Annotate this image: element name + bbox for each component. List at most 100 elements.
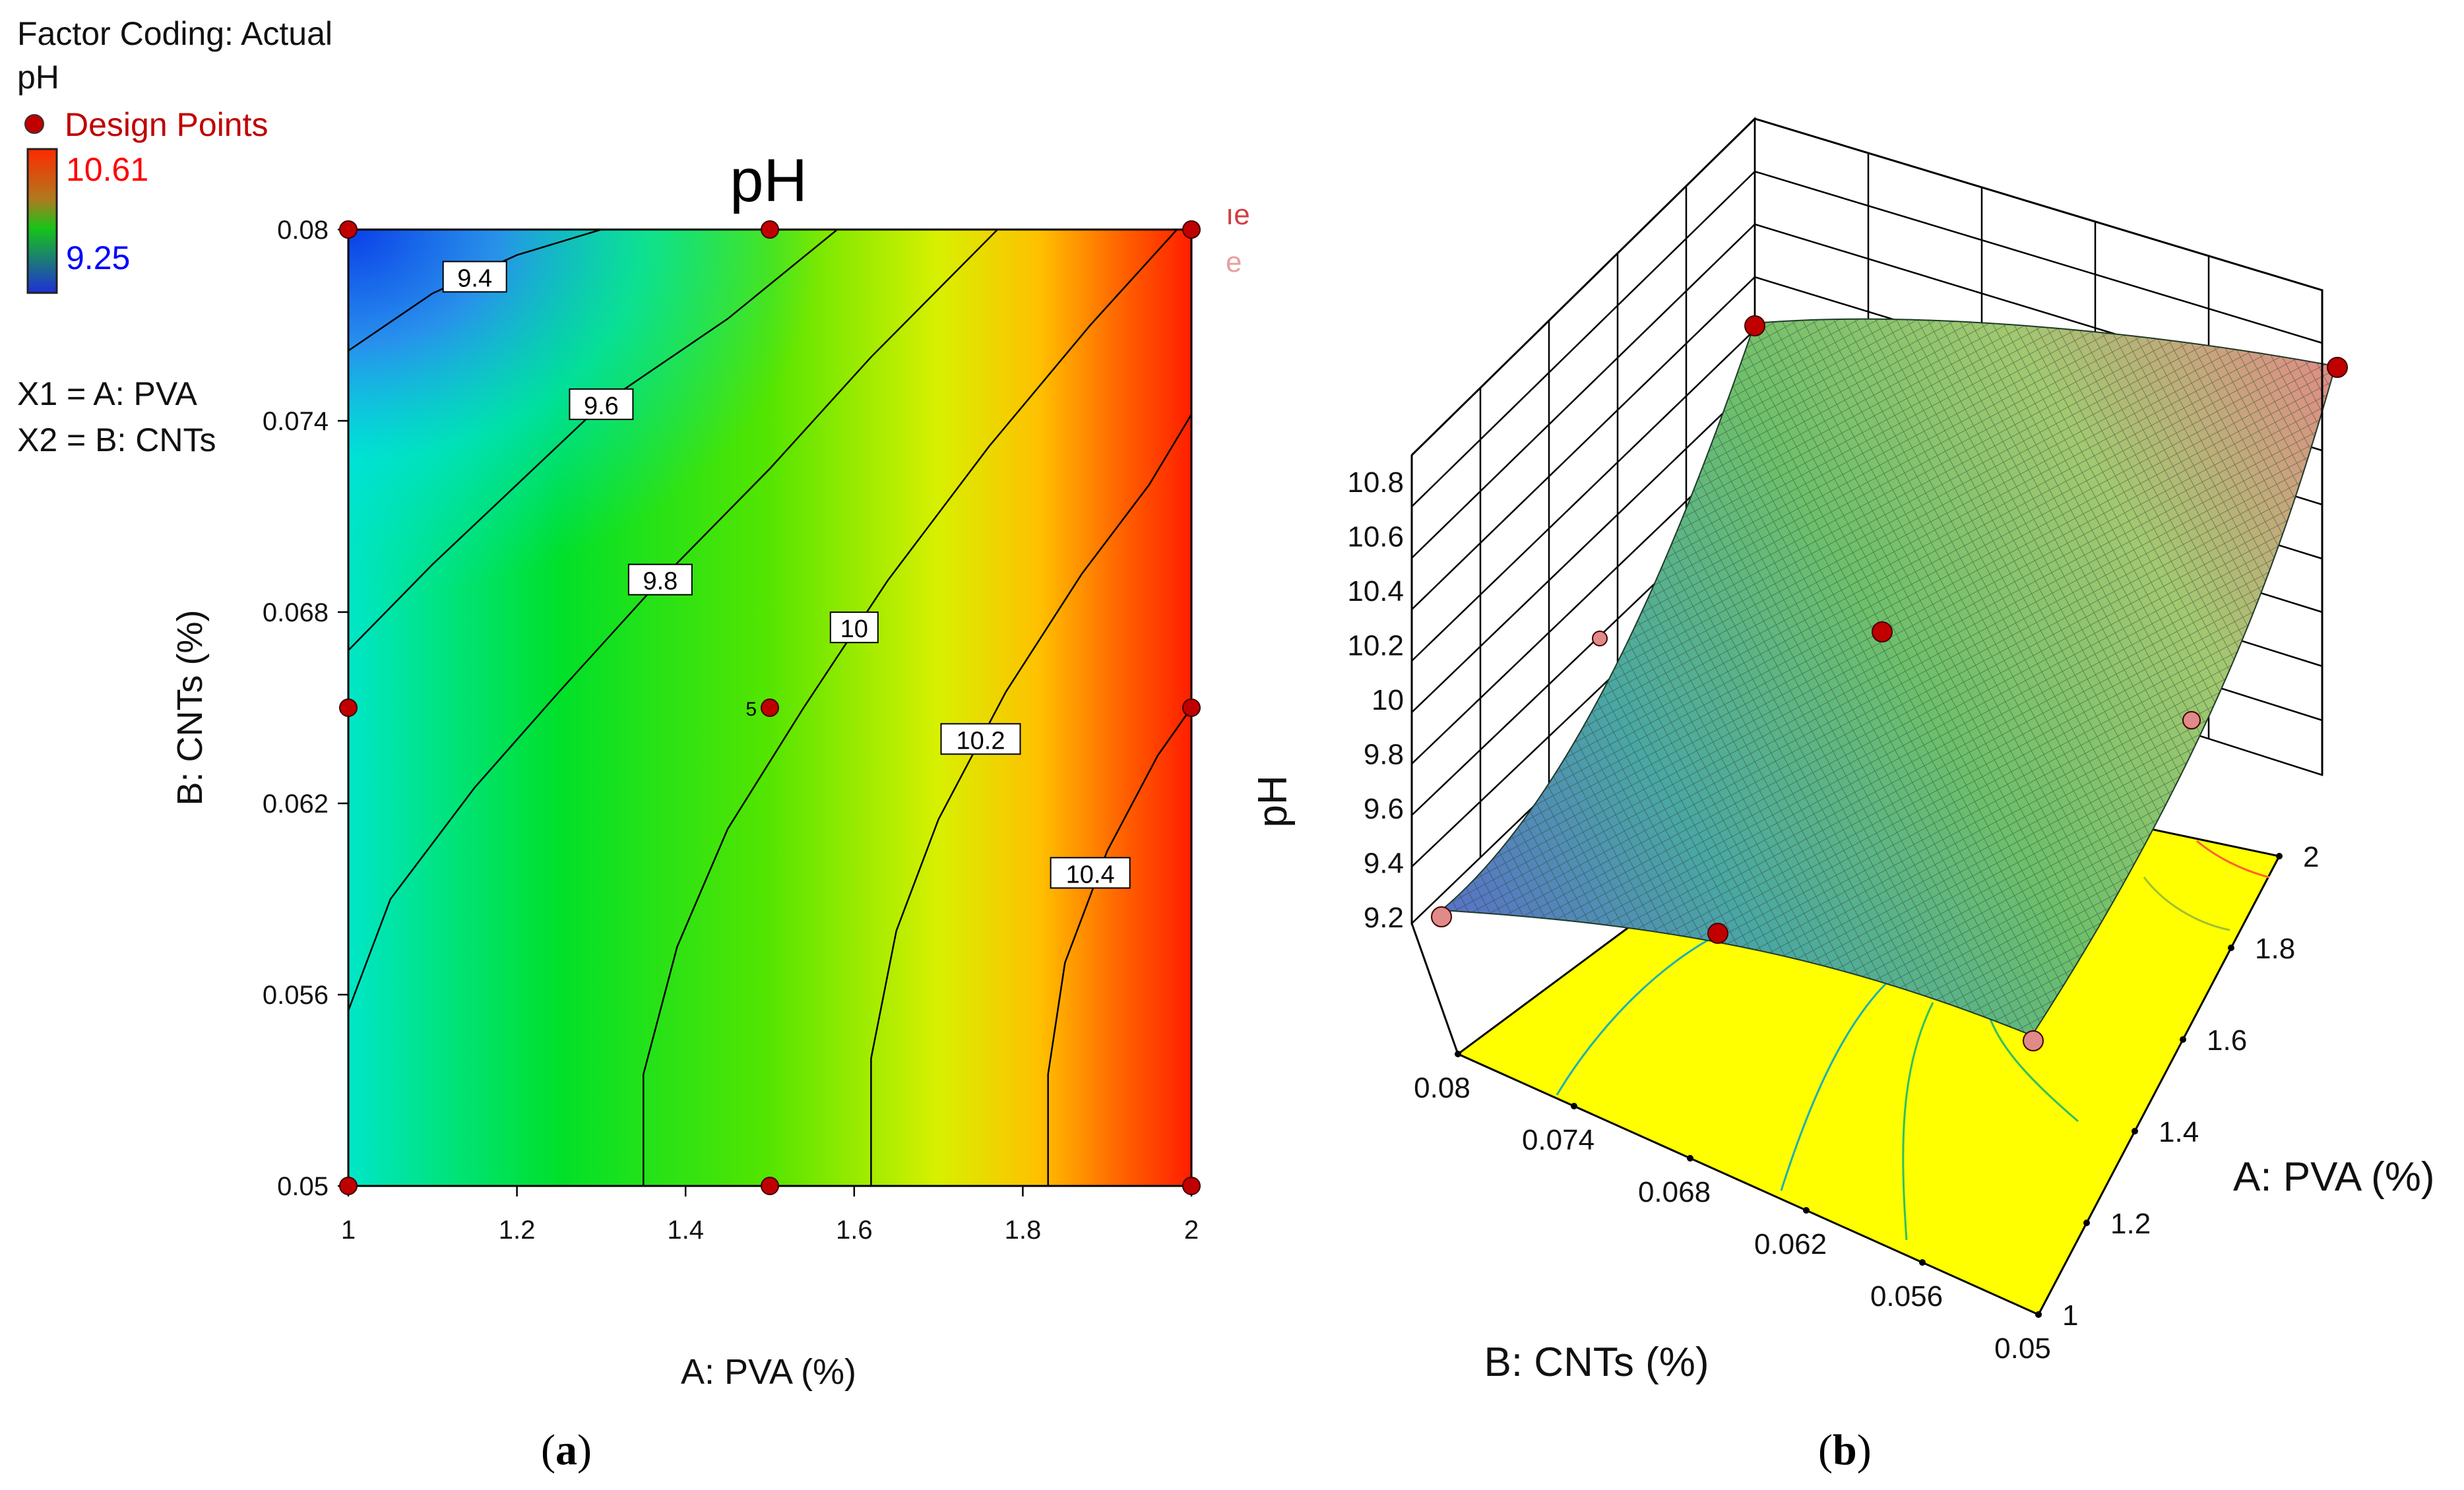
legend: Factor Coding: Actual pH Design Points 1… [17, 15, 332, 458]
contour-level-label: 10.4 [1066, 861, 1115, 888]
x2-definition: X2 = B: CNTs [17, 421, 216, 458]
contour-line [1047, 707, 1191, 1186]
z-tick-label: 9.6 [1364, 793, 1404, 825]
b-tick-label: 0.068 [1638, 1176, 1711, 1208]
contour-line [348, 230, 838, 651]
contour-y-axis: 0.05 0.056 0.062 0.068 0.074 0.08 [263, 216, 348, 1201]
contour-level-label: 10.2 [957, 727, 1005, 755]
x-tick-label: 1 [341, 1216, 356, 1245]
contour-label-box [829, 611, 879, 644]
surface-design-point [1744, 315, 1765, 336]
clipped-legend-text-2: e [1226, 246, 1242, 278]
b-tick-mark [1687, 1155, 1693, 1162]
design-points-label: Design Points [65, 106, 269, 143]
a-tick-mark [2276, 853, 2283, 859]
contour-chart: pH ıe e 9.4 9.6 9.8 10 10.2 10.4 1 1.2 1.4 1.6 1.… [170, 147, 1250, 1392]
z-tick-label: 9.8 [1364, 739, 1404, 771]
contour-level-label: 9.4 [457, 265, 492, 293]
panel-label-a: (a) [541, 1426, 592, 1474]
svg-text:(b): (b) [1818, 1426, 1872, 1474]
y-tick-label: 0.056 [263, 981, 329, 1010]
contour-line [870, 414, 1191, 1186]
clipped-legend-text-1: ıe [1226, 199, 1250, 231]
y-tick-label: 0.05 [277, 1172, 329, 1201]
y-tick-label: 0.068 [263, 598, 329, 627]
b-tick-label: 0.056 [1870, 1280, 1943, 1313]
surface-z-axis-label: pH [1250, 775, 1296, 827]
z-tick-label: 10 [1372, 684, 1404, 716]
b-tick-label: 0.062 [1754, 1228, 1827, 1260]
design-point [761, 698, 779, 717]
x1-definition: X1 = A: PVA [17, 375, 198, 412]
contour-line [348, 230, 998, 1011]
a-tick-label: 2 [2303, 841, 2319, 873]
panel-label-b: (b) [1818, 1426, 1872, 1474]
a-tick-label: 1.2 [2110, 1208, 2151, 1240]
surface-front-edges [1410, 117, 2323, 1055]
surface-a-axis-label: A: PVA (%) [2233, 1154, 2435, 1200]
y-tick-label: 0.08 [277, 216, 329, 245]
svg-text:(a): (a) [541, 1426, 592, 1474]
z-tick-label: 9.4 [1364, 848, 1404, 880]
surface-design-point [1431, 906, 1452, 927]
b-tick-mark [1803, 1207, 1810, 1214]
surface-b-axis-label: B: CNTs (%) [1484, 1340, 1709, 1385]
a-tick-mark [2035, 1311, 2042, 1318]
surface-mesh [1441, 319, 2335, 1036]
design-point [339, 1177, 358, 1195]
contour-label-box [1050, 857, 1131, 889]
a-tick-label: 1.8 [2255, 933, 2295, 965]
surface-chart: 9.2 9.4 9.6 9.8 10 10.2 10.4 10.6 10.8 0.08 0.074… [1250, 117, 2435, 1385]
contour-level-label: 9.6 [584, 392, 619, 420]
panel-a-letter: a [555, 1426, 577, 1474]
contour-design-points: 5 [339, 220, 1201, 1195]
z-tick-label: 9.2 [1364, 902, 1404, 934]
color-scale-low: 9.25 [66, 239, 130, 276]
y-tick-label: 0.062 [263, 790, 329, 819]
a-tick-label: 1 [2062, 1299, 2078, 1332]
design-point [761, 220, 779, 239]
y-tick-label: 0.074 [263, 407, 329, 436]
b-tick-mark [1571, 1103, 1577, 1109]
design-point-legend-marker [24, 114, 44, 134]
z-tick-label: 10.2 [1347, 630, 1404, 662]
b-tick-mark [1455, 1051, 1461, 1057]
contour-x-axis-label: A: PVA (%) [681, 1352, 856, 1392]
surface-a-axis: 1 1.2 1.4 1.6 1.8 2 [2035, 841, 2319, 1332]
design-point [1182, 1177, 1201, 1195]
a-tick-mark [2083, 1220, 2090, 1226]
x-tick-label: 1.4 [667, 1216, 704, 1245]
surface-z-axis: 9.2 9.4 9.6 9.8 10 10.2 10.4 10.6 10.8 [1347, 466, 1404, 934]
contour-label-box [442, 261, 507, 293]
surface-design-point [1872, 621, 1893, 642]
contour-lines: 9.4 9.6 9.8 10 10.2 10.4 [348, 230, 1191, 1186]
z-tick-label: 10.4 [1347, 575, 1404, 607]
design-point [761, 1177, 779, 1195]
x-tick-label: 1.8 [1005, 1216, 1042, 1245]
surface-design-point [2023, 1030, 2044, 1051]
b-tick-label: 0.08 [1414, 1072, 1470, 1104]
z-tick-label: 10.8 [1347, 466, 1404, 499]
panel-b-letter: b [1833, 1426, 1857, 1474]
b-tick-mark [1919, 1259, 1926, 1266]
design-point [339, 220, 358, 239]
contour-label-box [569, 388, 634, 420]
x-tick-label: 1.2 [499, 1216, 536, 1245]
design-point [1182, 220, 1201, 239]
contour-x-axis: 1 1.2 1.4 1.6 1.8 2 [341, 1186, 1199, 1245]
a-tick-label: 1.6 [2207, 1024, 2247, 1057]
contour-level-label: 9.8 [643, 568, 678, 596]
contour-label-box [940, 723, 1021, 755]
surface-design-point [1592, 631, 1608, 646]
a-tick-mark [2228, 945, 2234, 951]
a-tick-label: 1.4 [2159, 1116, 2199, 1148]
center-replicate-count: 5 [745, 698, 757, 720]
a-tick-mark [2132, 1128, 2138, 1134]
b-tick-label: 0.074 [1522, 1124, 1595, 1156]
legend-response-label: pH [17, 59, 59, 96]
design-point [1182, 698, 1201, 717]
contour-level-label: 10 [840, 615, 868, 643]
contour-y-axis-label: B: CNTs (%) [170, 610, 210, 806]
contour-label-box [627, 563, 693, 596]
factor-coding-label: Factor Coding: Actual [17, 15, 332, 52]
